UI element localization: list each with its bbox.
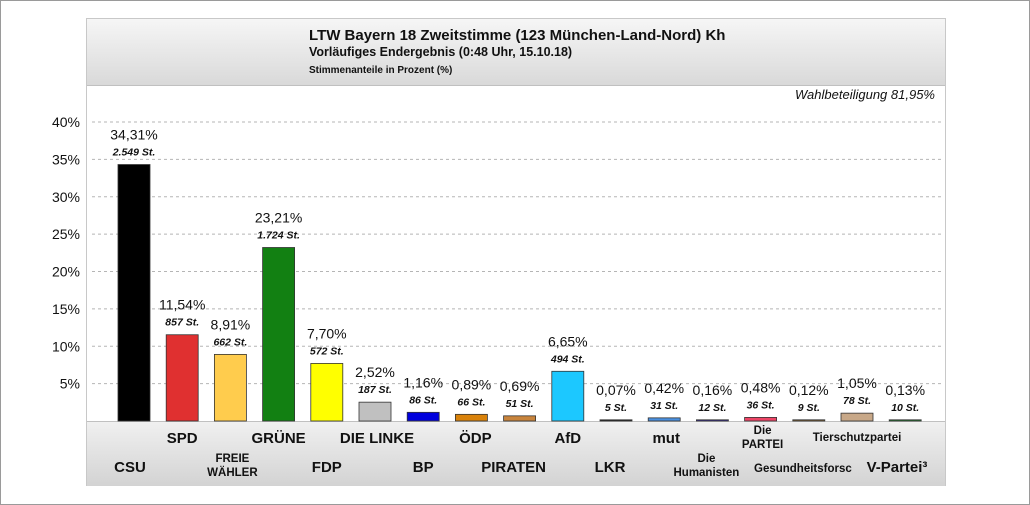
y-tick-label: 10% <box>52 338 80 354</box>
value-label: 34,31% <box>110 127 157 143</box>
category-label: FDP <box>312 459 342 476</box>
value-label: 8,91% <box>211 316 251 332</box>
y-tick-label: 30% <box>52 189 80 205</box>
vote-label: 2.549 St. <box>112 147 156 159</box>
vote-label: 10 St. <box>891 402 919 414</box>
turnout-label: Wahlbeteiligung 81,95% <box>795 87 935 102</box>
bar <box>213 353 247 422</box>
category-label: Gesundheitsforsc <box>754 463 852 475</box>
value-label: 1,05% <box>837 375 877 391</box>
category-label: LKR <box>595 459 626 476</box>
vote-label: 494 St. <box>550 353 585 365</box>
y-tick-label: 5% <box>60 376 80 392</box>
y-tick-label: 15% <box>52 301 80 317</box>
bar <box>744 417 777 422</box>
category-label: ÖDP <box>459 430 492 447</box>
bar <box>503 415 537 422</box>
category-label: V-Partei³ <box>867 459 928 476</box>
category-label: WÄHLER <box>207 466 258 479</box>
value-label: 0,48% <box>741 379 781 395</box>
bar <box>599 419 633 422</box>
value-label: 1,16% <box>403 374 443 390</box>
value-label: 2,52% <box>355 364 395 380</box>
vote-label: 187 St. <box>358 384 392 396</box>
bar <box>117 164 151 422</box>
vote-label: 78 St. <box>843 395 871 407</box>
category-label: Die <box>754 425 772 437</box>
category-label: PARTEI <box>742 439 783 451</box>
category-label: CSU <box>114 459 146 476</box>
bar <box>888 419 922 422</box>
value-label: 23,21% <box>255 210 302 226</box>
chart-title: LTW Bayern 18 Zweitstimme (123 München-L… <box>309 27 726 44</box>
value-label: 11,54% <box>159 297 205 313</box>
vote-label: 51 St. <box>506 398 534 410</box>
value-label: 6,65% <box>548 333 588 349</box>
value-label: 0,13% <box>885 382 925 398</box>
vote-label: 31 St. <box>650 400 678 412</box>
vote-label: 9 St. <box>798 402 820 414</box>
category-label: Die <box>697 453 715 465</box>
category-label: FREIE <box>215 453 249 465</box>
category-label: PIRATEN <box>481 459 546 476</box>
category-label: AfD <box>554 430 581 447</box>
chart-header: LTW Bayern 18 Zweitstimme (123 München-L… <box>87 19 945 86</box>
vote-label: 66 St. <box>457 396 485 408</box>
vote-label: 36 St. <box>747 399 775 411</box>
category-label: GRÜNE <box>252 430 306 447</box>
bar <box>310 363 344 422</box>
bar <box>165 334 199 422</box>
bar <box>358 401 392 422</box>
category-band <box>87 421 945 486</box>
value-label: 0,07% <box>596 382 636 398</box>
value-label: 7,70% <box>307 325 347 341</box>
category-label: SPD <box>167 430 198 447</box>
vote-label: 662 St. <box>213 336 247 348</box>
y-tick-label: 20% <box>52 264 80 280</box>
vote-label: 86 St. <box>409 394 437 406</box>
bar <box>647 417 681 422</box>
category-label: Humanisten <box>673 467 739 479</box>
bar <box>406 411 440 422</box>
bar <box>454 413 488 422</box>
category-label: DIE LINKE <box>340 430 414 447</box>
value-label: 0,89% <box>452 376 492 392</box>
value-label: 0,42% <box>644 380 684 396</box>
y-tick-label: 25% <box>52 226 80 242</box>
bar <box>792 419 826 422</box>
vote-label: 5 St. <box>605 402 627 414</box>
bar <box>696 419 729 422</box>
vote-label: 1.724 St. <box>257 230 300 242</box>
y-tick-label: 40% <box>52 114 80 130</box>
unit-note: Stimmenanteile in Prozent (%) <box>309 65 453 76</box>
vote-label: 572 St. <box>310 345 344 357</box>
category-label: mut <box>652 430 680 447</box>
category-label: BP <box>413 459 434 476</box>
vote-label: 857 St. <box>165 317 199 329</box>
bar <box>262 247 296 422</box>
chart-subtitle: Vorläufiges Endergebnis (0:48 Uhr, 15.10… <box>309 45 573 59</box>
y-tick-label: 35% <box>52 151 80 167</box>
value-label: 0,12% <box>789 382 829 398</box>
bar <box>840 412 874 422</box>
value-label: 0,16% <box>693 382 733 398</box>
category-label: Tierschutzpartei <box>813 432 902 444</box>
vote-label: 12 St. <box>698 402 726 414</box>
bar <box>551 370 585 422</box>
value-label: 0,69% <box>500 378 540 394</box>
